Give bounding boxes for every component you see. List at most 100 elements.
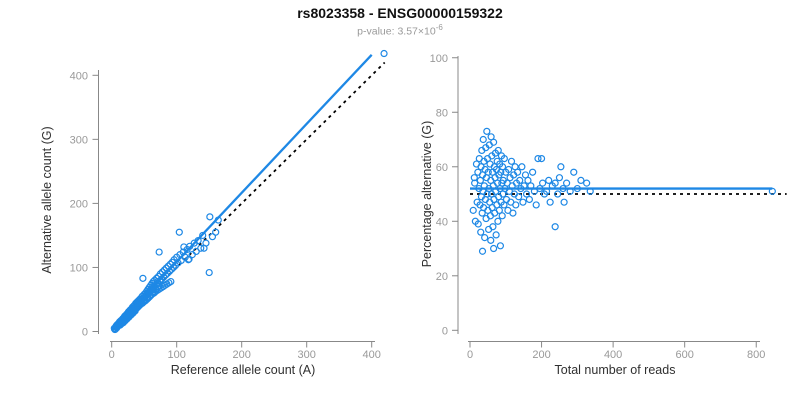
data-point <box>477 228 485 236</box>
x-tick-label: 300 <box>298 349 316 361</box>
x-tick-label: 600 <box>676 349 694 361</box>
data-point <box>522 190 531 198</box>
data-point <box>498 212 506 220</box>
y-tick-label: 300 <box>70 134 88 146</box>
data-point <box>524 176 532 184</box>
y-tick-label: 60 <box>436 162 448 174</box>
data-point <box>520 182 528 190</box>
x-tick-label: 400 <box>363 349 381 361</box>
data-point <box>206 213 214 221</box>
data-point <box>155 248 163 256</box>
data-point <box>516 176 524 184</box>
y-tick-label: 80 <box>436 107 448 119</box>
data-point <box>164 269 172 277</box>
y-tick-label: 200 <box>70 198 88 210</box>
data-point <box>490 244 498 253</box>
data-point <box>536 184 544 193</box>
data-point <box>469 206 477 214</box>
data-point <box>551 179 559 187</box>
x-tick-label: 200 <box>233 349 251 361</box>
data-point <box>492 231 500 239</box>
y-tick-label: 100 <box>70 262 88 274</box>
data-point <box>139 274 147 282</box>
x-tick-label: 100 <box>168 349 186 361</box>
data-point <box>527 182 535 190</box>
data-point <box>165 267 174 275</box>
data-point <box>202 239 210 247</box>
data-point <box>489 223 497 231</box>
data-point <box>563 179 571 187</box>
data-point <box>471 179 479 187</box>
data-point <box>494 146 502 155</box>
p-value-label: p-value: <box>357 25 395 38</box>
x-tick-label: 0 <box>467 349 473 361</box>
data-point <box>573 184 581 193</box>
data-point <box>583 179 591 187</box>
y-tick-label: 40 <box>436 216 448 228</box>
data-point <box>515 193 523 201</box>
data-point <box>175 228 183 236</box>
data-point <box>481 234 489 242</box>
data-point <box>529 168 537 176</box>
data-point <box>495 206 503 214</box>
data-point <box>194 236 202 245</box>
data-point <box>507 157 516 165</box>
data-point <box>519 198 527 206</box>
data-point <box>474 220 482 228</box>
data-point <box>197 244 205 252</box>
data-point <box>494 217 502 225</box>
data-point <box>768 187 776 195</box>
right-y-axis-label: Percentage alternative (G) <box>420 120 434 268</box>
data-point <box>545 176 553 184</box>
data-point <box>199 231 207 240</box>
data-point <box>555 174 564 182</box>
figure-title: rs8023358 - ENSG00000159322 <box>297 5 503 21</box>
y-tick-label: 0 <box>82 327 88 339</box>
y-tick-label: 20 <box>436 271 448 283</box>
data-point <box>484 168 492 176</box>
data-point <box>566 187 574 195</box>
data-point <box>380 49 388 58</box>
data-point <box>158 275 166 283</box>
data-point <box>487 236 495 244</box>
x-tick-label: 800 <box>747 349 765 361</box>
data-point <box>554 190 562 198</box>
data-point <box>557 163 565 171</box>
p-value-exponent: -6 <box>435 23 443 32</box>
p-value-subtitle: p-value: 3.57×10-6 <box>0 23 800 38</box>
data-point <box>560 198 568 206</box>
left-y-axis-label: Alternative allele count (G) <box>40 126 54 274</box>
x-tick-label: 200 <box>532 349 550 361</box>
data-point <box>512 201 520 209</box>
data-point <box>577 176 585 184</box>
data-point <box>546 198 554 206</box>
data-point <box>570 168 578 176</box>
x-tick-label: 0 <box>109 349 115 361</box>
data-point <box>162 271 170 279</box>
data-point <box>205 268 213 277</box>
x-tick-label: 400 <box>604 349 622 361</box>
data-point <box>478 247 487 255</box>
p-value-mantissa: 3.57×10 <box>397 25 436 38</box>
data-point <box>496 242 505 250</box>
data-point <box>525 195 533 204</box>
right-x-axis-label: Total number of reads <box>554 363 676 377</box>
data-point <box>559 184 567 193</box>
y-tick-label: 100 <box>430 53 448 65</box>
data-point <box>505 165 513 174</box>
data-point <box>518 163 526 171</box>
data-point <box>530 187 539 195</box>
data-point <box>551 223 559 231</box>
data-point <box>498 163 507 171</box>
left-x-axis-label: Reference allele count (A) <box>170 363 316 377</box>
data-point <box>500 154 508 163</box>
data-point <box>214 216 222 224</box>
data-point <box>586 187 594 195</box>
data-point <box>167 277 175 286</box>
data-point <box>167 265 176 273</box>
data-point <box>537 154 546 163</box>
data-point <box>483 127 491 135</box>
data-point <box>532 201 540 209</box>
